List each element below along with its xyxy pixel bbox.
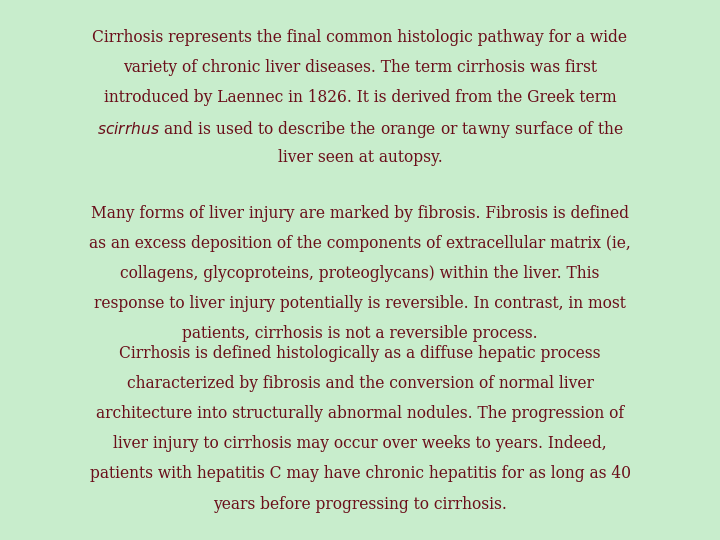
Text: response to liver injury potentially is reversible. In contrast, in most: response to liver injury potentially is … — [94, 295, 626, 313]
Text: $\it{scirrhus}$ and is used to describe the orange or tawny surface of the: $\it{scirrhus}$ and is used to describe … — [96, 119, 624, 140]
Text: Many forms of liver injury are marked by fibrosis. Fibrosis is defined: Many forms of liver injury are marked by… — [91, 205, 629, 222]
Text: liver seen at autopsy.: liver seen at autopsy. — [278, 149, 442, 166]
Text: patients with hepatitis C may have chronic hepatitis for as long as 40: patients with hepatitis C may have chron… — [89, 465, 631, 482]
Text: as an excess deposition of the components of extracellular matrix (ie,: as an excess deposition of the component… — [89, 235, 631, 252]
Text: Cirrhosis represents the final common histologic pathway for a wide: Cirrhosis represents the final common hi… — [92, 29, 628, 46]
Text: Cirrhosis is defined histologically as a diffuse hepatic process: Cirrhosis is defined histologically as a… — [120, 345, 600, 362]
Text: introduced by Laennec in 1826. It is derived from the Greek term: introduced by Laennec in 1826. It is der… — [104, 89, 616, 106]
Text: architecture into structurally abnormal nodules. The progression of: architecture into structurally abnormal … — [96, 406, 624, 422]
Text: variety of chronic liver diseases. The term cirrhosis was first: variety of chronic liver diseases. The t… — [123, 59, 597, 76]
Text: years before progressing to cirrhosis.: years before progressing to cirrhosis. — [213, 496, 507, 512]
Text: characterized by fibrosis and the conversion of normal liver: characterized by fibrosis and the conver… — [127, 375, 593, 392]
Text: collagens, glycoproteins, proteoglycans) within the liver. This: collagens, glycoproteins, proteoglycans)… — [120, 265, 600, 282]
Text: patients, cirrhosis is not a reversible process.: patients, cirrhosis is not a reversible … — [182, 326, 538, 342]
Text: liver injury to cirrhosis may occur over weeks to years. Indeed,: liver injury to cirrhosis may occur over… — [113, 435, 607, 453]
